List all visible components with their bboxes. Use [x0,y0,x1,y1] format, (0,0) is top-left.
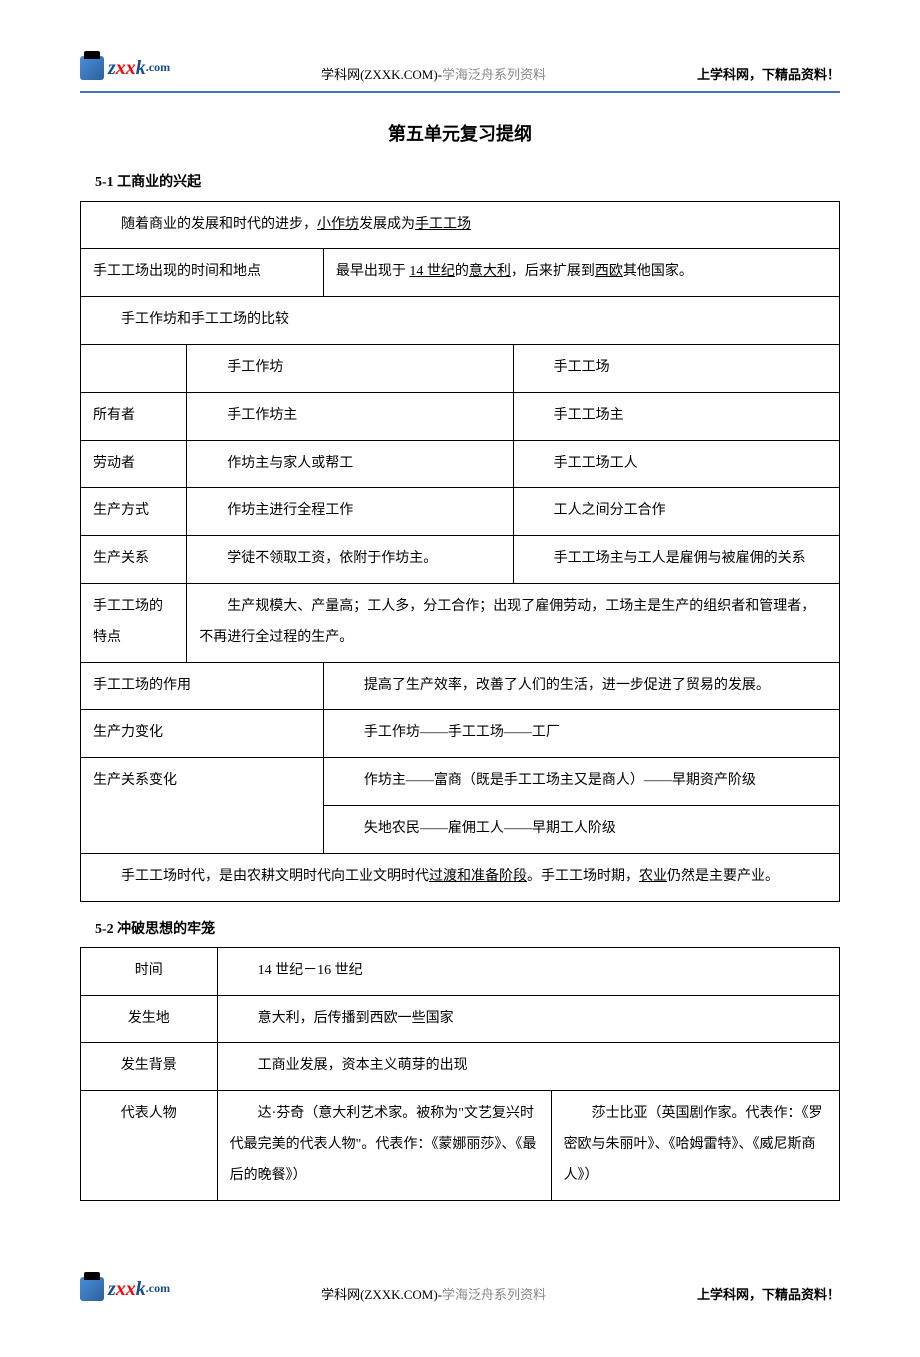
s2-bg-label: 发生背景 [81,1043,218,1091]
bs-u1: 过渡和准备阶段 [429,869,527,884]
tp-u2: 意大利 [469,264,511,279]
compare-h1: 手工作坊 [187,344,513,392]
tp-mid2: ，后来扩展到 [511,264,595,279]
header-right: 上学科网，下精品资料！ [697,63,840,86]
section-2-table: 时间 14 世纪－16 世纪 发生地 意大利，后传播到西欧一些国家 发生背景 工… [80,947,840,1201]
header-center-gray: 学海泛舟系列资料 [442,67,546,82]
logo-icon [80,56,104,80]
tp-end: 其他国家。 [623,264,693,279]
bottom-summary: 手工工场时代，是由农耕文明时代向工业文明时代过渡和准备阶段。手工工场时期，农业仍… [81,853,840,901]
s2-time-label: 时间 [81,947,218,995]
time-place-value: 最早出现于 14 世纪的意大利，后来扩展到西欧其他国家。 [323,249,839,297]
compare-title: 手工作坊和手工工场的比较 [81,297,840,345]
intro-u2: 手工工场 [415,217,471,232]
method-c1: 作坊主进行全程工作 [187,488,513,536]
bs-pre: 手工工场时代，是由农耕文明时代向工业文明时代 [121,869,429,884]
section-1-title: 5-1 工商业的兴起 [95,170,840,195]
compare-title-text: 手工作坊和手工工场的比较 [121,312,289,327]
relation-c2: 手工工场主与工人是雇佣与被雇佣的关系 [513,536,839,584]
footer-right: 上学科网，下精品资料！ [697,1283,840,1306]
method-c2: 工人之间分工合作 [513,488,839,536]
document-title: 第五单元复习提纲 [80,118,840,150]
s2-time-c: 14 世纪－16 世纪 [217,947,839,995]
tp-pre: 最早出现于 [336,264,410,279]
page-header: z xx k .com 学科网(ZXXK.COM)-学海泛舟系列资料 上学科网，… [80,50,840,93]
logo-text-z: z [108,50,116,86]
labor-c2: 手工工场工人 [513,440,839,488]
footer-logo-z: z [108,1271,116,1307]
logo-text-xx: xx [116,50,136,86]
owner-c2: 手工工场主 [513,392,839,440]
header-center-black: 学科网(ZXXK.COM)- [321,67,442,82]
force-label: 生产力变化 [81,710,324,758]
effect-label: 手工工场的作用 [81,662,324,710]
owner-c1: 手工作坊主 [187,392,513,440]
relchange-label: 生产关系变化 [81,758,324,854]
intro-mid: 发展成为 [359,217,415,232]
footer-logo: z xx k .com [80,1271,170,1307]
relation-c1: 学徒不领取工资，依附于作坊主。 [187,536,513,584]
footer-center-gray: 学海泛舟系列资料 [442,1287,546,1302]
compare-h2: 手工工场 [513,344,839,392]
s2-place-c: 意大利，后传播到西欧一些国家 [217,995,839,1043]
time-place-label: 手工工场出现的时间和地点 [81,249,324,297]
s2-people-c2: 莎士比亚（英国剧作家。代表作：《罗密欧与朱丽叶》、《哈姆雷特》、《威尼斯商人》） [551,1091,839,1200]
s2-bg-c: 工商业发展，资本主义萌芽的出现 [217,1043,839,1091]
footer-logo-icon [80,1277,104,1301]
footer-logo-com: .com [146,1278,170,1300]
bs-end: 仍然是主要产业。 [667,869,779,884]
owner-label: 所有者 [81,392,187,440]
page-footer: z xx k .com 学科网(ZXXK.COM)-学海泛舟系列资料 上学科网，… [80,1231,840,1307]
labor-label: 劳动者 [81,440,187,488]
tp-mid1: 的 [455,264,469,279]
method-label: 生产方式 [81,488,187,536]
relation-label: 生产关系 [81,536,187,584]
effect-c: 提高了生产效率，改善了人们的生活，进一步促进了贸易的发展。 [323,662,839,710]
force-c: 手工作坊——手工工场——工厂 [323,710,839,758]
feature-c: 生产规模大、产量高；工人多，分工合作；出现了雇佣劳动，工场主是生产的组织者和管理… [187,583,840,662]
header-center: 学科网(ZXXK.COM)-学海泛舟系列资料 [321,63,546,86]
compare-blank [81,344,187,392]
bs-u2: 农业 [639,869,667,884]
s2-people-label: 代表人物 [81,1091,218,1200]
footer-center: 学科网(ZXXK.COM)-学海泛舟系列资料 [321,1283,546,1306]
feature-label: 手工工场的特点 [81,583,187,662]
relchange-c2: 失地农民——雇佣工人——早期工人阶级 [323,805,839,853]
footer-logo-k: k [136,1271,146,1307]
row-intro: 随着商业的发展和时代的进步，小作坊发展成为手工工场 [81,201,840,249]
logo: z xx k .com [80,50,170,86]
footer-logo-xx: xx [116,1271,136,1307]
tp-u3: 西欧 [595,264,623,279]
logo-text-com: .com [146,57,170,79]
labor-c1: 作坊主与家人或帮工 [187,440,513,488]
logo-text-k: k [136,50,146,86]
footer-center-black: 学科网(ZXXK.COM)- [321,1287,442,1302]
page-container: z xx k .com 学科网(ZXXK.COM)-学海泛舟系列资料 上学科网，… [80,50,840,1307]
section-1-table: 随着商业的发展和时代的进步，小作坊发展成为手工工场 手工工场出现的时间和地点 最… [80,201,840,902]
s2-place-label: 发生地 [81,995,218,1043]
intro-u1: 小作坊 [317,217,359,232]
relchange-c1: 作坊主——富商（既是手工工场主又是商人）——早期资产阶级 [323,758,839,806]
section-2-title: 5-2 冲破思想的牢笼 [95,917,840,942]
s2-people-c1: 达·芬奇（意大利艺术家。被称为"文艺复兴时代最完美的代表人物"。代表作：《蒙娜丽… [217,1091,551,1200]
intro-pre: 随着商业的发展和时代的进步， [121,217,317,232]
bs-mid: 。手工工场时期， [527,869,639,884]
tp-u1: 14 世纪 [409,264,455,279]
